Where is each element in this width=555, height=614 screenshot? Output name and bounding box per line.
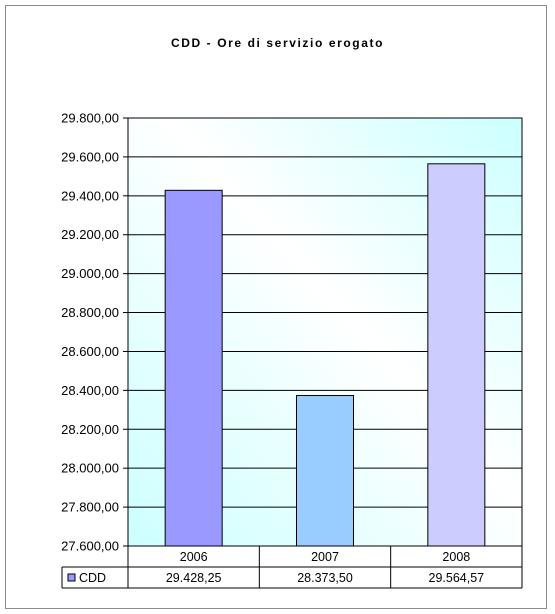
bar-2006 — [164, 189, 223, 547]
y-tick-label: 27.800,00 — [61, 500, 119, 515]
x-tick-label: 2008 — [442, 550, 470, 564]
y-tick-label: 29.800,00 — [61, 111, 119, 126]
y-tick-label: 29.000,00 — [61, 266, 119, 281]
y-tick-label: 29.600,00 — [61, 149, 119, 164]
x-tick-label: 2006 — [180, 550, 208, 564]
data-label: 29.428,25 — [166, 571, 222, 585]
y-tick-label: 28.200,00 — [61, 422, 119, 437]
data-label: 29.564,57 — [429, 571, 485, 585]
data-label: 28.373,50 — [297, 571, 353, 585]
y-tick-label: 27.600,00 — [61, 539, 119, 554]
bar-2008 — [427, 163, 486, 547]
y-tick-label: 28.600,00 — [61, 344, 119, 359]
x-tick-label: 2007 — [311, 550, 339, 564]
legend-series-name: CDD — [79, 571, 106, 585]
plot-border — [127, 117, 523, 547]
chart-title: CDD - Ore di servizio erogato — [170, 36, 385, 50]
y-tick-label: 29.400,00 — [61, 188, 119, 203]
y-tick-label: 28.800,00 — [61, 305, 119, 320]
bar-2007 — [296, 395, 354, 547]
y-tick-label: 28.400,00 — [61, 383, 119, 398]
y-tick-label: 28.000,00 — [61, 461, 119, 476]
y-tick-label: 29.200,00 — [61, 227, 119, 242]
legend-key — [67, 573, 76, 582]
